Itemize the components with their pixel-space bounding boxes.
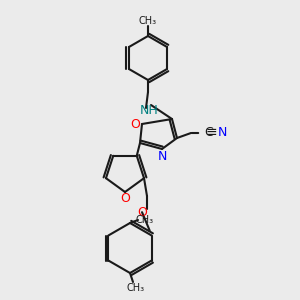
Text: CH₃: CH₃ [139,16,157,26]
Text: O: O [137,206,147,219]
Text: N: N [218,125,227,139]
Text: O: O [120,193,130,206]
Text: ≡: ≡ [205,125,217,139]
Text: CH₃: CH₃ [127,283,145,293]
Text: O: O [130,118,140,130]
Text: C: C [204,125,213,139]
Text: CH₃: CH₃ [136,215,154,225]
Text: NH: NH [140,104,158,118]
Text: N: N [157,149,167,163]
